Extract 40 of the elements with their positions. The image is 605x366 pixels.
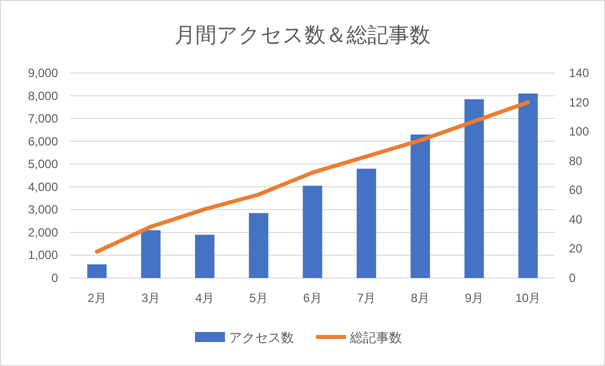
y2-tick-label: 0 (569, 271, 576, 285)
bar (518, 94, 538, 278)
bar (195, 234, 214, 278)
x-tick-label: 10月 (515, 291, 541, 305)
x-tick-label: 8月 (410, 291, 430, 305)
bar (248, 213, 268, 278)
y-tick-label: 7,000 (28, 112, 58, 126)
y2-tick-label: 140 (569, 66, 590, 80)
bar (302, 186, 322, 278)
x-tick-label: 4月 (195, 291, 214, 305)
bar (356, 168, 376, 278)
x-tick-label: 3月 (141, 291, 160, 305)
y-tick-label: 5,000 (28, 157, 58, 172)
x-tick-label: 9月 (464, 291, 484, 305)
bar (87, 264, 107, 278)
y2-tick-label: 100 (569, 124, 590, 139)
x-tick-label: 5月 (249, 291, 268, 305)
y2-tick-label: 20 (569, 242, 583, 256)
x-tick-label: 2月 (88, 291, 106, 305)
x-tick-label: 6月 (303, 291, 322, 305)
y-tick-label: 9,000 (28, 66, 58, 80)
y2-tick-label: 80 (569, 154, 583, 168)
y-tick-label: 0 (51, 271, 58, 285)
y-tick-label: 2,000 (28, 225, 58, 240)
y2-tick-label: 40 (569, 212, 583, 226)
bar (410, 134, 430, 278)
y2-tick-label: 60 (569, 183, 583, 198)
y-tick-label: 3,000 (28, 202, 58, 217)
x-tick-label: 7月 (357, 291, 376, 305)
y-tick-label: 1,000 (28, 248, 58, 262)
y-tick-label: 8,000 (28, 88, 58, 103)
legend-label: アクセス数 (229, 330, 294, 345)
legend-label: 総記事数 (349, 330, 402, 345)
y-tick-label: 6,000 (28, 134, 58, 148)
line-series (94, 100, 530, 254)
y-tick-label: 4,000 (28, 180, 58, 194)
bar (141, 230, 161, 278)
chart-title: 月間アクセス数＆総記事数 (174, 24, 430, 47)
bar (464, 99, 484, 278)
y2-tick-label: 120 (569, 95, 590, 110)
